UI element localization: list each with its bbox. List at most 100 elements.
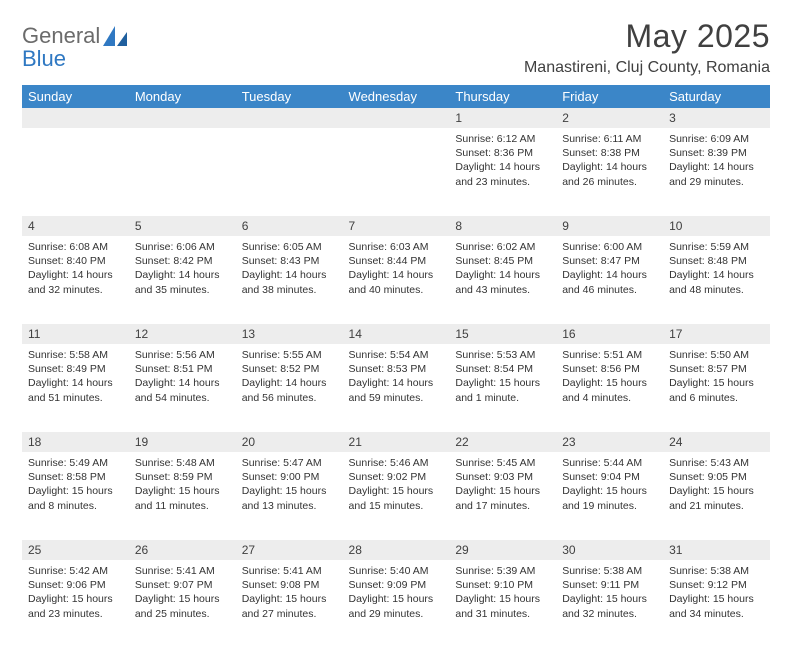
day-empty [343, 128, 450, 216]
day-number: 22 [449, 432, 556, 452]
daylight-text: and 17 minutes. [455, 499, 550, 513]
sunrise-text: Sunrise: 5:58 AM [28, 348, 123, 362]
daylight-text: Daylight: 15 hours [562, 376, 657, 390]
sunset-text: Sunset: 8:49 PM [28, 362, 123, 376]
weekday-saturday: Saturday [663, 85, 770, 108]
sunrise-text: Sunrise: 5:39 AM [455, 564, 550, 578]
sunset-text: Sunset: 9:07 PM [135, 578, 230, 592]
sunset-text: Sunset: 8:51 PM [135, 362, 230, 376]
header: General Blue May 2025 Manastireni, Cluj … [22, 18, 770, 77]
weekday-sunday: Sunday [22, 85, 129, 108]
sunset-text: Sunset: 8:52 PM [242, 362, 337, 376]
day-cell: Sunrise: 5:44 AMSunset: 9:04 PMDaylight:… [556, 452, 663, 540]
sunrise-text: Sunrise: 6:03 AM [349, 240, 444, 254]
daylight-text: Daylight: 15 hours [669, 592, 764, 606]
logo-word-blue: Blue [22, 46, 66, 71]
sunrise-text: Sunrise: 6:02 AM [455, 240, 550, 254]
sunset-text: Sunset: 8:58 PM [28, 470, 123, 484]
day-cell: Sunrise: 5:45 AMSunset: 9:03 PMDaylight:… [449, 452, 556, 540]
sunset-text: Sunset: 8:56 PM [562, 362, 657, 376]
daylight-text: and 48 minutes. [669, 283, 764, 297]
day-details: Sunrise: 6:06 AMSunset: 8:42 PMDaylight:… [129, 236, 236, 303]
day-number: 15 [449, 324, 556, 344]
day-number: 24 [663, 432, 770, 452]
daylight-text: Daylight: 14 hours [455, 268, 550, 282]
logo-text: General Blue [22, 24, 100, 70]
daylight-text: Daylight: 15 hours [455, 376, 550, 390]
day-number: 29 [449, 540, 556, 560]
day-number: 16 [556, 324, 663, 344]
day-details: Sunrise: 5:40 AMSunset: 9:09 PMDaylight:… [343, 560, 450, 627]
day-number: 10 [663, 216, 770, 236]
day-details: Sunrise: 5:55 AMSunset: 8:52 PMDaylight:… [236, 344, 343, 411]
daylight-text: and 31 minutes. [455, 607, 550, 621]
day-number: 6 [236, 216, 343, 236]
sunset-text: Sunset: 8:59 PM [135, 470, 230, 484]
sunrise-text: Sunrise: 5:49 AM [28, 456, 123, 470]
day-cell: Sunrise: 5:42 AMSunset: 9:06 PMDaylight:… [22, 560, 129, 648]
day-number: 3 [663, 108, 770, 128]
daynum-row: 123 [22, 108, 770, 128]
day-number: 21 [343, 432, 450, 452]
sunset-text: Sunset: 8:53 PM [349, 362, 444, 376]
daylight-text: Daylight: 15 hours [28, 484, 123, 498]
day-number: 1 [449, 108, 556, 128]
day-empty [129, 108, 236, 128]
day-number: 26 [129, 540, 236, 560]
day-cell: Sunrise: 5:55 AMSunset: 8:52 PMDaylight:… [236, 344, 343, 432]
day-empty [343, 108, 450, 128]
daylight-text: and 56 minutes. [242, 391, 337, 405]
day-empty [22, 108, 129, 128]
calendar-body: 123Sunrise: 6:12 AMSunset: 8:36 PMDaylig… [22, 108, 770, 648]
day-cell: Sunrise: 6:02 AMSunset: 8:45 PMDaylight:… [449, 236, 556, 324]
daylight-text: and 32 minutes. [562, 607, 657, 621]
location: Manastireni, Cluj County, Romania [524, 59, 770, 77]
daylight-text: Daylight: 14 hours [562, 268, 657, 282]
sunrise-text: Sunrise: 5:56 AM [135, 348, 230, 362]
day-details: Sunrise: 5:58 AMSunset: 8:49 PMDaylight:… [22, 344, 129, 411]
daylight-text: Daylight: 15 hours [455, 484, 550, 498]
day-empty [236, 108, 343, 128]
sunrise-text: Sunrise: 6:05 AM [242, 240, 337, 254]
daylight-text: and 23 minutes. [28, 607, 123, 621]
day-cell: Sunrise: 6:08 AMSunset: 8:40 PMDaylight:… [22, 236, 129, 324]
day-cell: Sunrise: 6:12 AMSunset: 8:36 PMDaylight:… [449, 128, 556, 216]
sunrise-text: Sunrise: 6:09 AM [669, 132, 764, 146]
day-details: Sunrise: 5:47 AMSunset: 9:00 PMDaylight:… [236, 452, 343, 519]
daylight-text: and 13 minutes. [242, 499, 337, 513]
day-details: Sunrise: 6:11 AMSunset: 8:38 PMDaylight:… [556, 128, 663, 195]
day-details: Sunrise: 5:45 AMSunset: 9:03 PMDaylight:… [449, 452, 556, 519]
day-content-row: Sunrise: 5:58 AMSunset: 8:49 PM Daylight:… [22, 344, 770, 432]
day-details: Sunrise: 5:44 AMSunset: 9:04 PMDaylight:… [556, 452, 663, 519]
sunset-text: Sunset: 9:04 PM [562, 470, 657, 484]
day-cell: Sunrise: 5:58 AMSunset: 8:49 PMDaylight:… [22, 344, 129, 432]
day-details: Sunrise: 6:12 AMSunset: 8:36 PMDaylight:… [449, 128, 556, 195]
daylight-text: and 51 minutes. [28, 391, 123, 405]
daylight-text: and 40 minutes. [349, 283, 444, 297]
day-details: Sunrise: 5:54 AMSunset: 8:53 PMDaylight:… [343, 344, 450, 411]
daylight-text: and 23 minutes. [455, 175, 550, 189]
sunset-text: Sunset: 9:12 PM [669, 578, 764, 592]
sunrise-text: Sunrise: 5:53 AM [455, 348, 550, 362]
daylight-text: Daylight: 14 hours [242, 268, 337, 282]
day-number: 17 [663, 324, 770, 344]
day-cell: Sunrise: 6:05 AMSunset: 8:43 PMDaylight:… [236, 236, 343, 324]
sunset-text: Sunset: 9:10 PM [455, 578, 550, 592]
day-content-row: Sunrise: 6:08 AMSunset: 8:40 PMDaylight:… [22, 236, 770, 324]
day-details: Sunrise: 6:05 AMSunset: 8:43 PMDaylight:… [236, 236, 343, 303]
day-number: 27 [236, 540, 343, 560]
sunrise-text: Sunrise: 5:41 AM [135, 564, 230, 578]
day-details: Sunrise: 5:39 AMSunset: 9:10 PMDaylight:… [449, 560, 556, 627]
sunset-text: Sunset: 9:03 PM [455, 470, 550, 484]
day-details: Sunrise: 5:38 AMSunset: 9:11 PMDaylight:… [556, 560, 663, 627]
day-cell: Sunrise: 5:53 AMSunset: 8:54 PMDaylight:… [449, 344, 556, 432]
sunrise-text: Sunrise: 5:43 AM [669, 456, 764, 470]
day-details: Sunrise: 5:50 AMSunset: 8:57 PMDaylight:… [663, 344, 770, 411]
day-cell: Sunrise: 6:00 AMSunset: 8:47 PMDaylight:… [556, 236, 663, 324]
day-cell: Sunrise: 5:39 AMSunset: 9:10 PMDaylight:… [449, 560, 556, 648]
day-number: 11 [22, 324, 129, 344]
day-empty [22, 128, 129, 216]
sunset-text: Sunset: 8:36 PM [455, 146, 550, 160]
sunrise-text: Sunrise: 6:00 AM [562, 240, 657, 254]
day-number: 23 [556, 432, 663, 452]
